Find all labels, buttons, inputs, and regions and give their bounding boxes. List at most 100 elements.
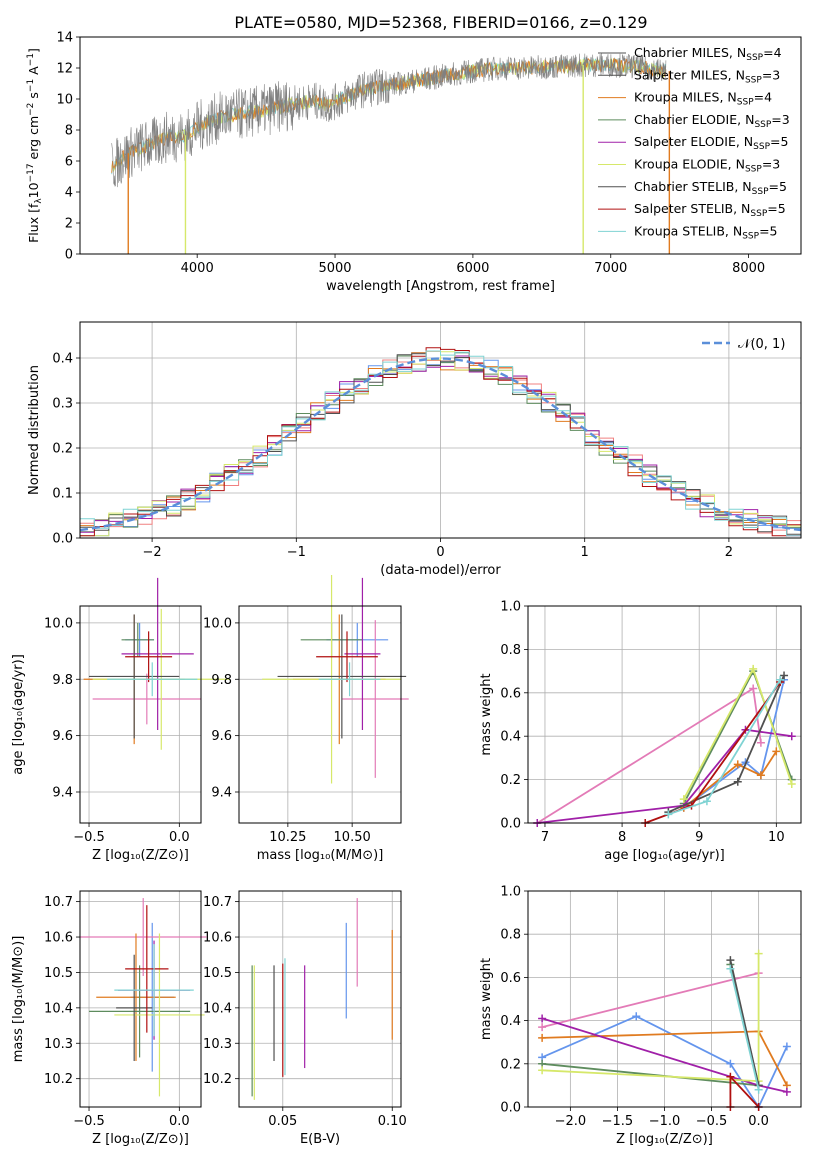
weight-point-marker <box>756 771 765 780</box>
x-tick-label: 0.0 <box>169 830 190 845</box>
axes-frame <box>238 605 402 824</box>
y-tick-label: 0.1 <box>52 487 73 502</box>
x-tick-label: −2 <box>143 545 162 560</box>
axes-frame <box>527 890 802 1108</box>
x-tick-label: 0.05 <box>268 1114 297 1129</box>
weight-point-marker <box>679 795 688 804</box>
y-tick-label: 0.0 <box>500 1101 521 1116</box>
y-tick-label: 0.4 <box>500 1014 521 1029</box>
x-axis-label: age [log₁₀(age/yr)] <box>604 848 725 863</box>
y-tick-label: 0.4 <box>500 730 521 745</box>
y-tick-label: 2 <box>65 217 73 232</box>
y-tick-label: 0.2 <box>52 442 73 457</box>
y-tick-label: 0.4 <box>52 352 73 367</box>
y-label-part: −2 <box>26 103 36 116</box>
axes-frame <box>79 36 802 255</box>
axes-frame <box>238 890 402 1108</box>
y-label-part: Flux [f <box>26 203 41 243</box>
x-axis-label: (data-model)/error <box>380 563 501 578</box>
weight-point-marker <box>749 684 758 693</box>
x-axis-label: wavelength [Angstrom, rest frame] <box>326 279 555 294</box>
weight-point-marker <box>780 671 789 680</box>
legend-entry: Chabrier ELODIE, NSSP=3 <box>634 112 790 130</box>
y-tick-label: 0.3 <box>52 397 73 412</box>
weight-point-marker <box>749 664 758 673</box>
legend-entry: Salpeter ELODIE, NSSP=5 <box>634 134 788 152</box>
legend-name: Chabrier ELODIE, N <box>634 112 754 127</box>
y-tick-label: 0.8 <box>500 643 521 658</box>
y-tick-label: 10.2 <box>44 1072 73 1087</box>
y-tick-label: 10.6 <box>44 931 73 946</box>
age-weight-panel: 7 8 9 10 0.0 0.2 0.4 0.6 0.8 1.0 age [log₁₀(age/yr… <box>479 600 802 863</box>
legend-name: Kroupa MILES, N <box>634 90 737 105</box>
histogram-series <box>80 347 801 537</box>
y-label-part: −1 <box>26 79 36 92</box>
y-tick-label: 10.6 <box>203 931 232 946</box>
histogram-series <box>80 355 801 537</box>
x-tick-label: −0.5 <box>73 830 105 845</box>
legend-entry: Chabrier MILES, NSSP=4 <box>634 45 782 63</box>
legend-sub: SSP <box>746 53 763 63</box>
legend-name: Salpeter STELIB, N <box>634 201 750 216</box>
y-label-part: ] <box>26 48 41 53</box>
x-tick-label: 0 <box>436 545 444 560</box>
y-tick-label: 10.5 <box>203 966 232 981</box>
y-tick-label: 10.3 <box>44 1037 73 1052</box>
weight-point-marker <box>664 810 673 819</box>
legend-value: =5 <box>759 223 777 238</box>
x-tick-label: 8000 <box>732 261 765 276</box>
legend-name: Chabrier STELIB, N <box>634 179 752 194</box>
y-tick-label: 0.2 <box>500 773 521 788</box>
mass-age-panel: 10.25 10.50 9.4 9.6 9.8 10.0 mass [log₁₀(M/M⊙)… <box>203 575 409 863</box>
y-tick-label: 10.0 <box>203 616 232 631</box>
weight-point-marker <box>726 1072 735 1081</box>
y-tick-label: 8 <box>65 124 73 139</box>
legend-entry: Salpeter STELIB, NSSP=5 <box>634 201 786 219</box>
axes-frame <box>79 605 202 824</box>
y-tick-label: 9.8 <box>211 673 232 688</box>
x-tick-label: −1.0 <box>649 1114 681 1129</box>
y-axis-label: Flux [fλ10−17 erg cm−2 s−1 A−1] <box>26 48 44 243</box>
legend-sub: SSP <box>754 120 771 130</box>
y-tick-label: 10.7 <box>203 895 232 910</box>
y-label-part: s <box>26 92 41 103</box>
weight-point-marker <box>538 1023 547 1032</box>
weight-point-marker <box>772 747 781 756</box>
axes-frame <box>79 321 802 539</box>
x-tick-label: −1.5 <box>602 1114 634 1129</box>
legend-name: Kroupa ELODIE, N <box>634 157 745 172</box>
y-tick-label: 4 <box>65 186 73 201</box>
legend-sub: SSP <box>750 209 767 219</box>
x-tick-label: 7000 <box>594 261 627 276</box>
x-tick-label: 10 <box>768 830 785 845</box>
weight-point-marker <box>756 738 765 747</box>
weight-series-line <box>537 728 792 824</box>
x-tick-label: −0.5 <box>73 1114 105 1129</box>
y-tick-label: 1.0 <box>500 600 521 615</box>
x-tick-label: 7 <box>541 830 549 845</box>
residuals-panel: −2 −1 0 1 2 0.0 0.1 0.2 0.3 0.4 (data-model)/error… <box>27 321 802 578</box>
legend-entry: Kroupa ELODIE, NSSP=3 <box>634 157 780 175</box>
weight-point-marker <box>776 675 785 684</box>
y-tick-label: 0.6 <box>500 686 521 701</box>
x-tick-label: 10.50 <box>334 830 371 845</box>
y-label-part: erg cm <box>26 116 41 164</box>
weight-series-line <box>644 681 781 824</box>
ebv-mass-panel: 0.05 0.10 10.2 10.3 10.4 10.5 10.6 10.7 E(B-V) <box>203 890 407 1147</box>
legend-sub: SSP <box>737 98 754 108</box>
y-axis-label: mass [log₁₀(M/M⊙)] <box>11 936 26 1063</box>
legend-sub: SSP <box>753 142 770 152</box>
weight-point-marker <box>754 1085 763 1094</box>
weight-point-marker <box>632 1012 641 1021</box>
y-tick-label: 0.8 <box>500 928 521 943</box>
y-tick-label: 12 <box>56 62 73 77</box>
y-label-part: A <box>26 66 41 79</box>
legend-sub: SSP <box>745 75 762 85</box>
y-tick-label: 10 <box>56 93 73 108</box>
normal-curve <box>79 357 802 532</box>
weight-point-marker <box>787 779 796 788</box>
y-tick-label: 1.0 <box>500 885 521 900</box>
x-tick-label: 2 <box>725 545 733 560</box>
weight-series-line <box>729 959 760 1086</box>
